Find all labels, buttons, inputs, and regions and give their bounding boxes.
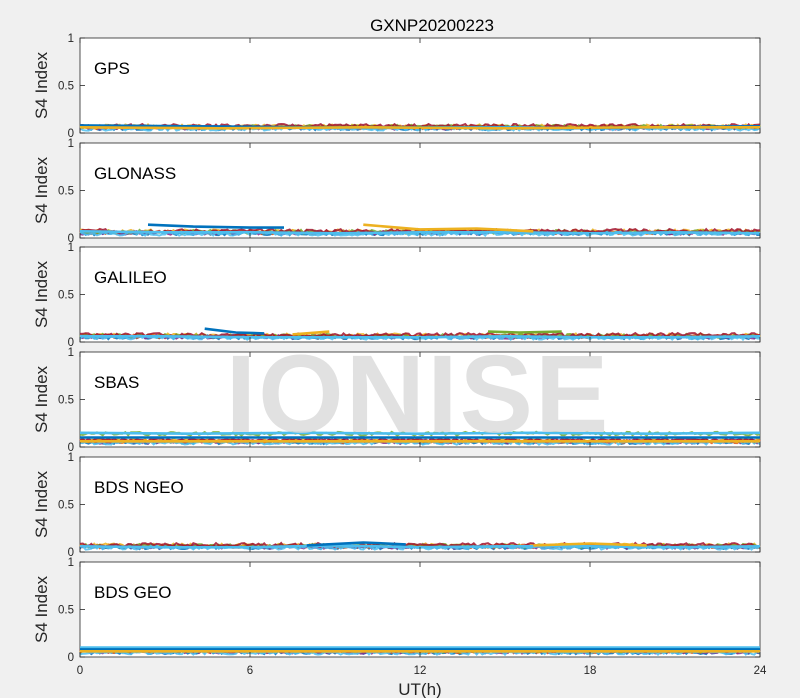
panel-label: BDS NGEO [94,478,184,497]
panels-container: 0 0.5 1 GPS S4 Index 0 0.5 1 GLONASS S4 Index 0 0.5… [32,33,761,664]
noise-trace [79,331,761,338]
y-tick-label: 0.5 [58,500,74,512]
panel-sbas: 0 0.5 1 SBAS S4 Index [32,347,761,454]
panel-label: GLONASS [94,164,176,183]
panel-galileo: 0 0.5 1 GALILEO S4 Index [32,242,761,349]
plot-area [79,561,761,658]
x-tick-label: 18 [584,665,597,677]
y-axis-label: S4 Index [32,575,51,643]
plot-area [79,351,761,448]
x-tick-label: 6 [247,665,253,677]
panel-bds-geo: 0 0.5 1 BDS GEO S4 Index [32,557,761,664]
y-tick-label: 1 [68,452,74,464]
y-tick-label: 0.5 [58,395,74,407]
series-line [79,431,761,436]
y-tick-label: 1 [68,33,74,45]
series-line [147,223,284,229]
y-tick-label: 0.5 [58,81,74,93]
plot-area [79,456,761,553]
panel-gps: 0 0.5 1 GPS S4 Index [32,33,761,140]
panel-label: SBAS [94,373,139,392]
figure-title: GXNP20200223 [370,16,494,35]
series-line [487,330,562,334]
plot-area [79,37,761,134]
y-tick-label: 0 [68,337,74,349]
y-tick-label: 0 [68,547,74,559]
watermark-text: IONISE [226,333,611,456]
x-tick-label: 0 [77,665,83,677]
y-tick-label: 0.5 [58,290,74,302]
series-line [204,327,265,335]
y-tick-label: 0 [68,128,74,140]
y-axis-label: S4 Index [32,365,51,433]
x-tick-labels: 0 6 12 18 24 [77,665,767,677]
panel-label: BDS GEO [94,583,171,602]
series-line [306,541,406,547]
y-tick-label: 0 [68,233,74,245]
series-line [292,330,330,336]
series-line [363,223,534,233]
series-line [79,230,761,235]
panel-label: GALILEO [94,268,167,287]
y-tick-label: 0.5 [58,186,74,198]
y-tick-label: 1 [68,557,74,569]
y-tick-label: 0.5 [58,605,74,617]
plot-area [79,142,761,239]
x-tick-label: 12 [414,665,427,677]
x-axis-label: UT(h) [398,680,441,698]
y-tick-label: 1 [68,242,74,254]
y-axis-label: S4 Index [32,156,51,224]
panel-label: GPS [94,59,130,78]
series-line [533,542,647,547]
y-tick-label: 0 [68,442,74,454]
y-axis-label: S4 Index [32,470,51,538]
panel-bds-ngeo: 0 0.5 1 BDS NGEO S4 Index [32,452,761,559]
plot-area [79,246,761,343]
y-axis-label: S4 Index [32,51,51,119]
y-tick-label: 1 [68,138,74,150]
series-line [79,125,760,130]
y-tick-label: 1 [68,347,74,359]
panel-glonass: 0 0.5 1 GLONASS S4 Index [32,138,761,245]
x-tick-label: 24 [754,665,767,677]
y-axis-label: S4 Index [32,260,51,328]
y-tick-label: 0 [68,652,74,664]
